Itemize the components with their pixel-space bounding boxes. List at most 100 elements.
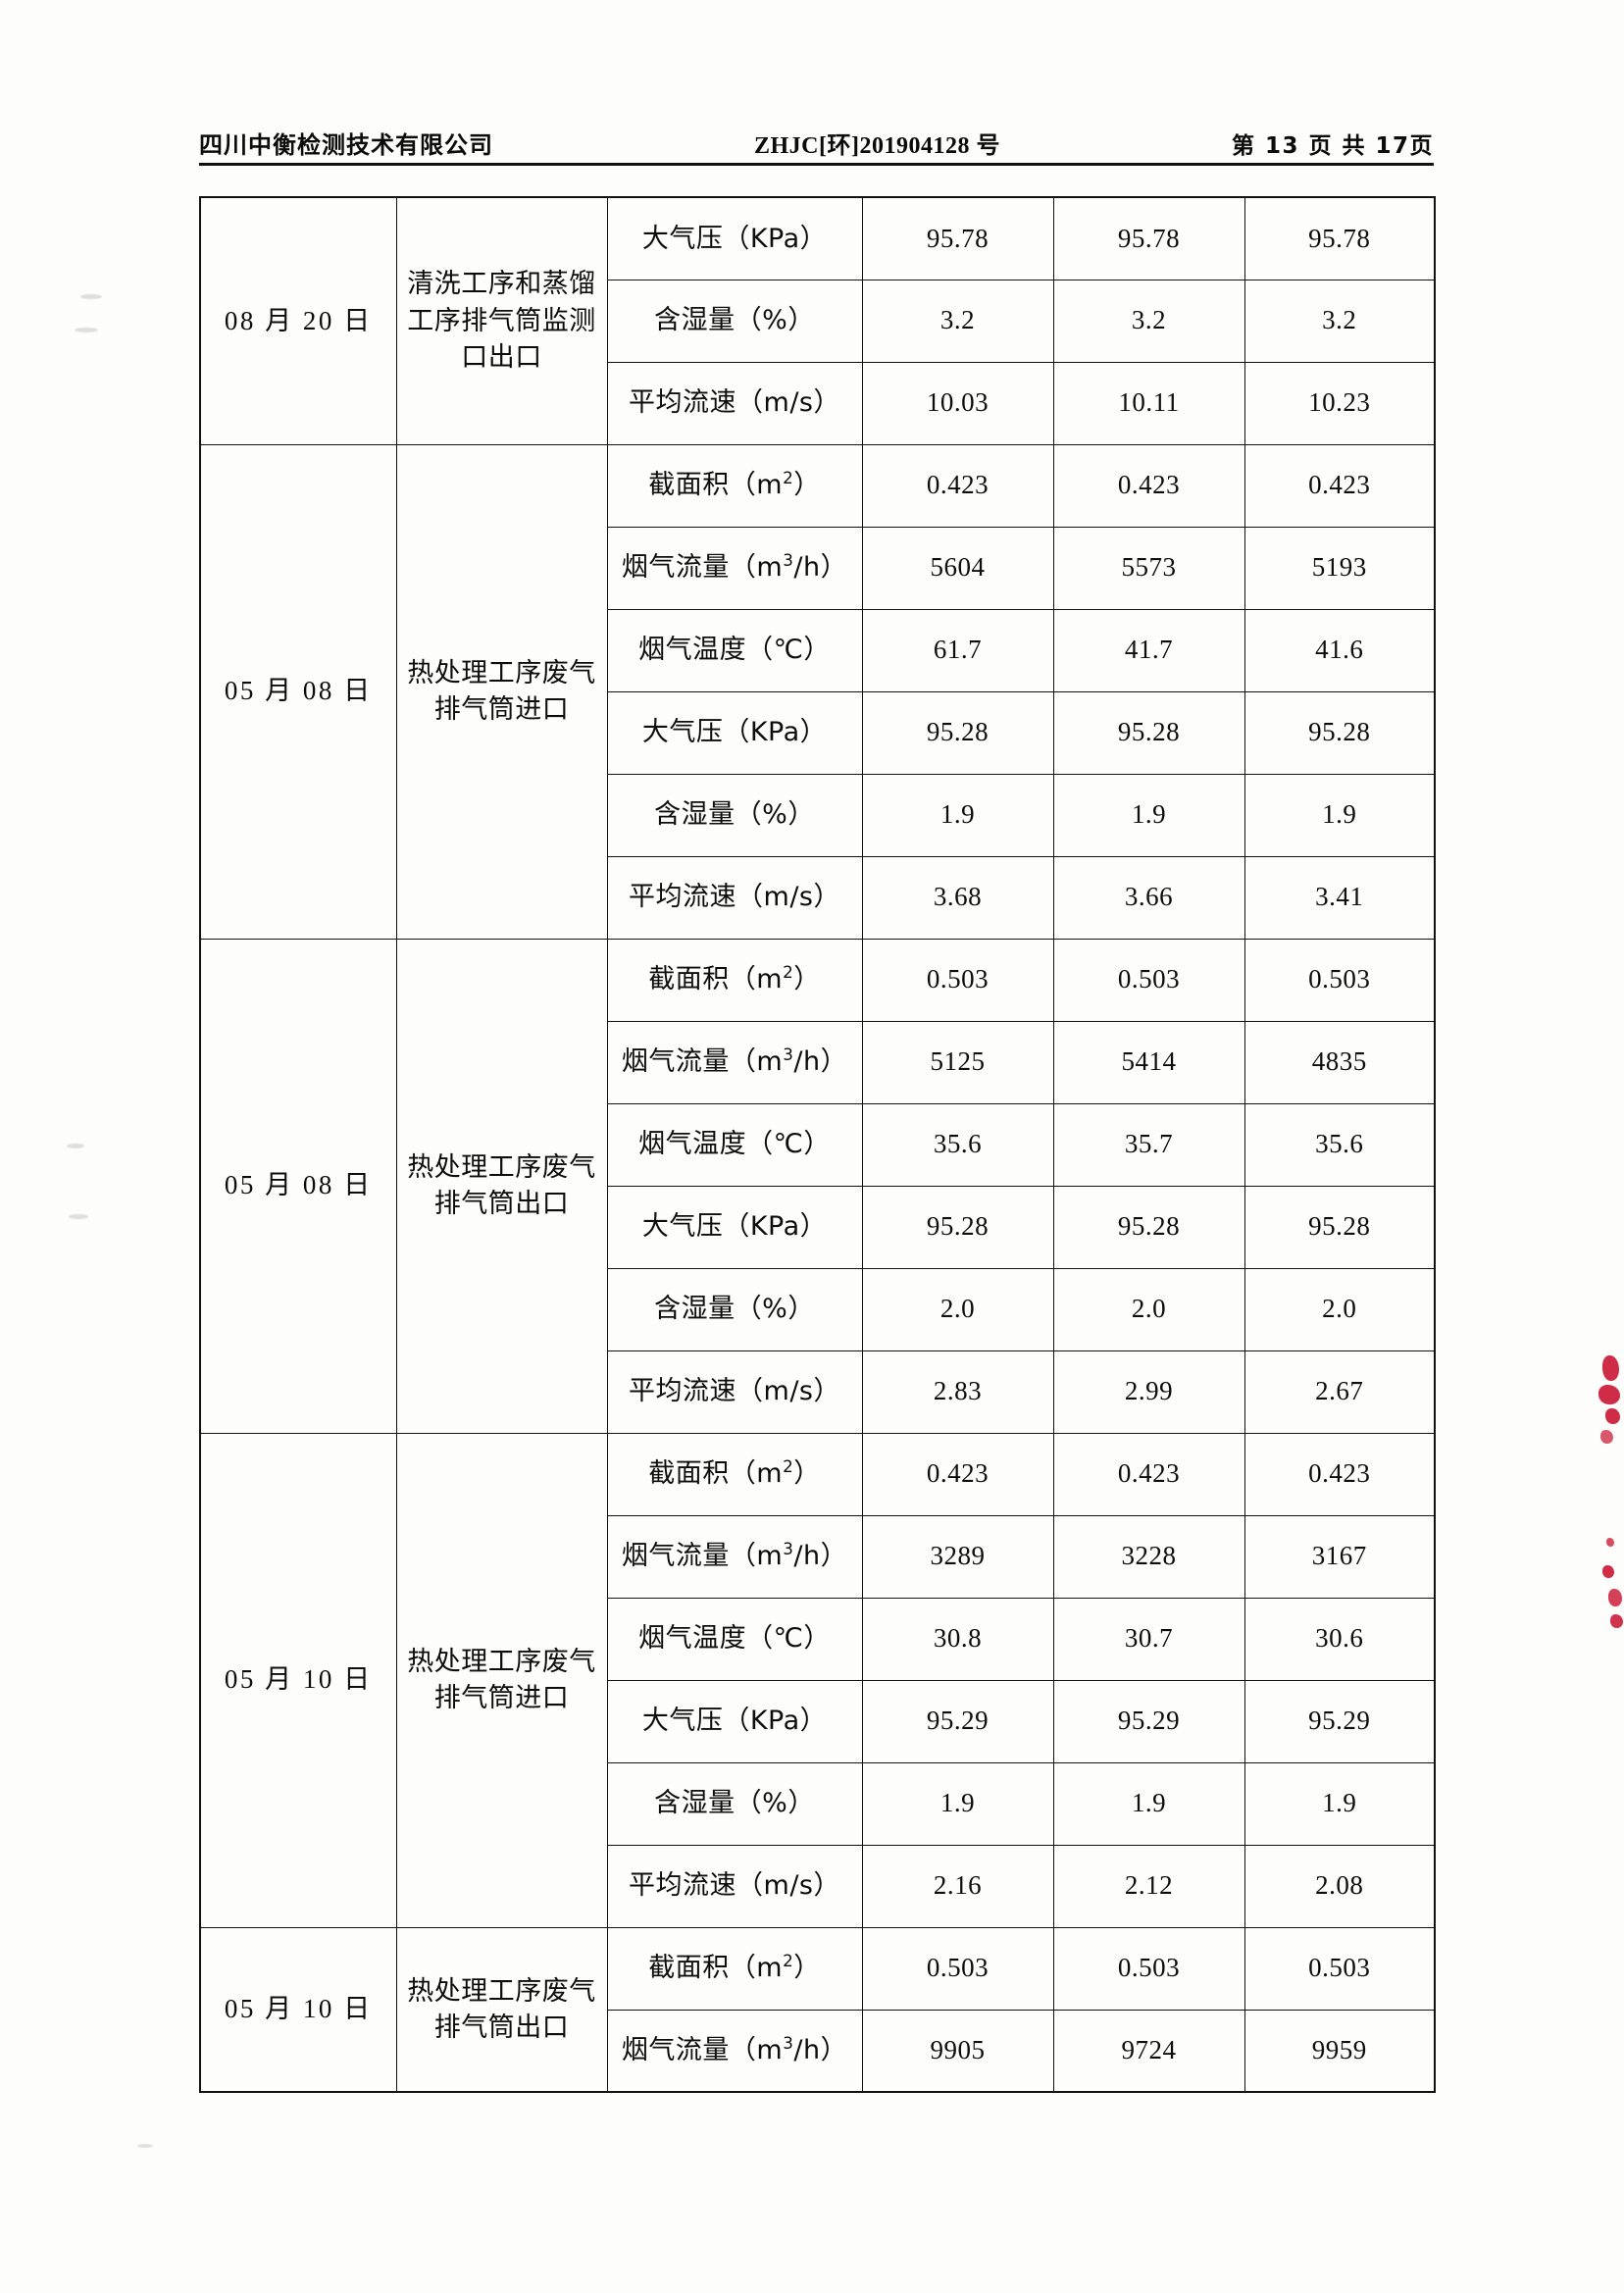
measurement-value-cell-3: 95.29 <box>1243 1679 1436 1763</box>
measurement-value-cell-2: 2.99 <box>1052 1350 1245 1434</box>
measurement-value-cell-1: 10.03 <box>861 361 1054 445</box>
measurement-value-cell-1: 2.0 <box>861 1267 1054 1351</box>
measurement-value-cell-2: 2.0 <box>1052 1267 1245 1351</box>
table-row: 烟气流量（m3/h） 5125 5414 4835 <box>200 1020 1436 1104</box>
measurement-value-cell-2: 1.9 <box>1052 773 1245 857</box>
measurement-value-cell-2: 35.7 <box>1052 1102 1245 1187</box>
measurement-value-cell-3: 5193 <box>1243 526 1436 610</box>
measurement-date-cell: 05 月 08 日 <box>199 443 397 940</box>
parameter-name-cell: 截面积（m2） <box>606 1926 863 2011</box>
measurement-value-cell-2: 95.29 <box>1052 1679 1245 1763</box>
measurement-value-cell-2: 3228 <box>1052 1514 1245 1599</box>
header-report-code: ZHJC[环]201904128 号 <box>753 133 1000 159</box>
parameter-name-cell: 平均流速（m/s） <box>606 1844 863 1928</box>
measurement-table: 08 月 20 日清洗工序和蒸馏工序排气筒监测口出口 大气压（KPa） 95.78 9… <box>199 196 1436 2093</box>
measurement-value-cell-1: 3289 <box>861 1514 1054 1599</box>
measurement-value-cell-3: 2.67 <box>1243 1350 1436 1434</box>
measurement-value-cell-1: 1.9 <box>861 773 1054 857</box>
header-page-number: 第 13 页 共 17页 <box>1231 133 1434 159</box>
measurement-value-cell-2: 1.9 <box>1052 1761 1245 1846</box>
measurement-value-cell-1: 30.8 <box>861 1597 1054 1681</box>
parameter-name-cell: 含湿量（%） <box>606 1267 863 1351</box>
measurement-value-cell-1: 0.503 <box>861 1926 1054 2011</box>
measurement-value-cell-2: 0.503 <box>1052 1926 1245 2011</box>
parameter-name-cell: 大气压（KPa） <box>606 1185 863 1269</box>
measurement-value-cell-1: 95.29 <box>861 1679 1054 1763</box>
parameter-name-cell: 烟气温度（℃） <box>606 1597 863 1681</box>
measurement-value-cell-1: 35.6 <box>861 1102 1054 1187</box>
measurement-value-cell-3: 1.9 <box>1243 1761 1436 1846</box>
scan-artifact <box>80 294 102 299</box>
table-row: 平均流速（m/s） 2.16 2.12 2.08 <box>200 1844 1436 1928</box>
scan-artifact <box>69 1214 88 1219</box>
parameter-name-cell: 平均流速（m/s） <box>606 361 863 445</box>
table-row: 大气压（KPa） 95.28 95.28 95.28 <box>200 1185 1436 1269</box>
measurement-value-cell-2: 95.28 <box>1052 690 1245 775</box>
measurement-value-cell-2: 10.11 <box>1052 361 1245 445</box>
parameter-name-cell: 烟气温度（℃） <box>606 608 863 692</box>
measurement-value-cell-3: 4835 <box>1243 1020 1436 1104</box>
parameter-name-cell: 烟气流量（m3/h） <box>606 2009 863 2093</box>
parameter-name-cell: 大气压（KPa） <box>606 1679 863 1763</box>
sampling-point-cell: 清洗工序和蒸馏工序排气筒监测口出口 <box>395 196 608 445</box>
measurement-value-cell-2: 3.66 <box>1052 855 1245 940</box>
measurement-value-cell-2: 30.7 <box>1052 1597 1245 1681</box>
measurement-value-cell-1: 0.423 <box>861 443 1054 528</box>
scan-artifact <box>67 1144 84 1148</box>
measurement-value-cell-2: 5573 <box>1052 526 1245 610</box>
measurement-value-cell-3: 30.6 <box>1243 1597 1436 1681</box>
measurement-value-cell-1: 2.16 <box>861 1844 1054 1928</box>
table-row: 平均流速（m/s） 3.68 3.66 3.41 <box>200 855 1436 940</box>
table-row: 烟气流量（m3/h） 9905 9724 9959 <box>200 2009 1436 2093</box>
measurement-value-cell-3: 9959 <box>1243 2009 1436 2093</box>
measurement-value-cell-3: 3.2 <box>1243 279 1436 363</box>
table-row: 大气压（KPa） 95.29 95.29 95.29 <box>200 1679 1436 1763</box>
red-seal-fragment <box>1597 1346 1624 1630</box>
measurement-value-cell-2: 2.12 <box>1052 1844 1245 1928</box>
table-row: 05 月 08 日热处理工序废气排气筒出口 截面积（m2） 0.503 0.503 0.… <box>199 938 1436 1434</box>
measurement-value-cell-3: 3.41 <box>1243 855 1436 940</box>
measurement-date-cell: 05 月 10 日 <box>199 1926 397 2093</box>
table-row: 05 月 08 日热处理工序废气排气筒进口 截面积（m2） 0.423 0.423 0.… <box>199 443 1436 940</box>
measurement-value-cell-2: 3.2 <box>1052 279 1245 363</box>
parameter-name-cell: 烟气流量（m3/h） <box>606 1020 863 1104</box>
measurement-value-cell-1: 95.28 <box>861 690 1054 775</box>
table-row: 05 月 10 日热处理工序废气排气筒出口 截面积（m2） 0.503 0.503 0.… <box>199 1926 1436 2093</box>
sampling-point-cell: 热处理工序废气排气筒出口 <box>395 938 608 1434</box>
parameter-name-cell: 平均流速（m/s） <box>606 855 863 940</box>
table-row: 烟气温度（℃） 30.8 30.7 30.6 <box>200 1597 1436 1681</box>
table-row: 08 月 20 日清洗工序和蒸馏工序排气筒监测口出口 大气压（KPa） 95.78 9… <box>199 196 1436 445</box>
header-divider-rule <box>199 163 1434 166</box>
table-row: 含湿量（%） 1.9 1.9 1.9 <box>200 773 1436 857</box>
measurement-table-wrap: 08 月 20 日清洗工序和蒸馏工序排气筒监测口出口 大气压（KPa） 95.78 9… <box>199 196 1436 2093</box>
measurement-value-cell-2: 5414 <box>1052 1020 1245 1104</box>
measurement-value-cell-1: 5604 <box>861 526 1054 610</box>
parameter-name-cell: 烟气温度（℃） <box>606 1102 863 1187</box>
measurement-value-cell-2: 95.78 <box>1052 196 1245 280</box>
measurement-value-cell-1: 5125 <box>861 1020 1054 1104</box>
measurement-value-cell-2: 0.423 <box>1052 443 1245 528</box>
measurement-value-cell-3: 10.23 <box>1243 361 1436 445</box>
parameter-name-cell: 含湿量（%） <box>606 773 863 857</box>
measurement-value-cell-3: 0.423 <box>1243 443 1436 528</box>
measurement-value-cell-3: 2.0 <box>1243 1267 1436 1351</box>
measurement-value-cell-3: 35.6 <box>1243 1102 1436 1187</box>
measurement-value-cell-2: 95.28 <box>1052 1185 1245 1269</box>
parameter-name-cell: 含湿量（%） <box>606 279 863 363</box>
measurement-value-cell-3: 0.423 <box>1243 1432 1436 1516</box>
measurement-value-cell-3: 2.08 <box>1243 1844 1436 1928</box>
measurement-date-cell: 05 月 08 日 <box>199 938 397 1434</box>
table-row: 烟气温度（℃） 35.6 35.7 35.6 <box>200 1102 1436 1187</box>
measurement-value-cell-1: 61.7 <box>861 608 1054 692</box>
parameter-name-cell: 截面积（m2） <box>606 938 863 1022</box>
table-row: 平均流速（m/s） 10.03 10.11 10.23 <box>200 361 1436 445</box>
measurement-value-cell-3: 95.78 <box>1243 196 1436 280</box>
table-row: 含湿量（%） 2.0 2.0 2.0 <box>200 1267 1436 1351</box>
parameter-name-cell: 烟气流量（m3/h） <box>606 526 863 610</box>
sampling-point-cell: 热处理工序废气排气筒进口 <box>395 1432 608 1928</box>
scan-artifact <box>75 328 98 332</box>
measurement-value-cell-1: 0.503 <box>861 938 1054 1022</box>
parameter-name-cell: 截面积（m2） <box>606 1432 863 1516</box>
measurement-date-cell: 08 月 20 日 <box>199 196 397 445</box>
